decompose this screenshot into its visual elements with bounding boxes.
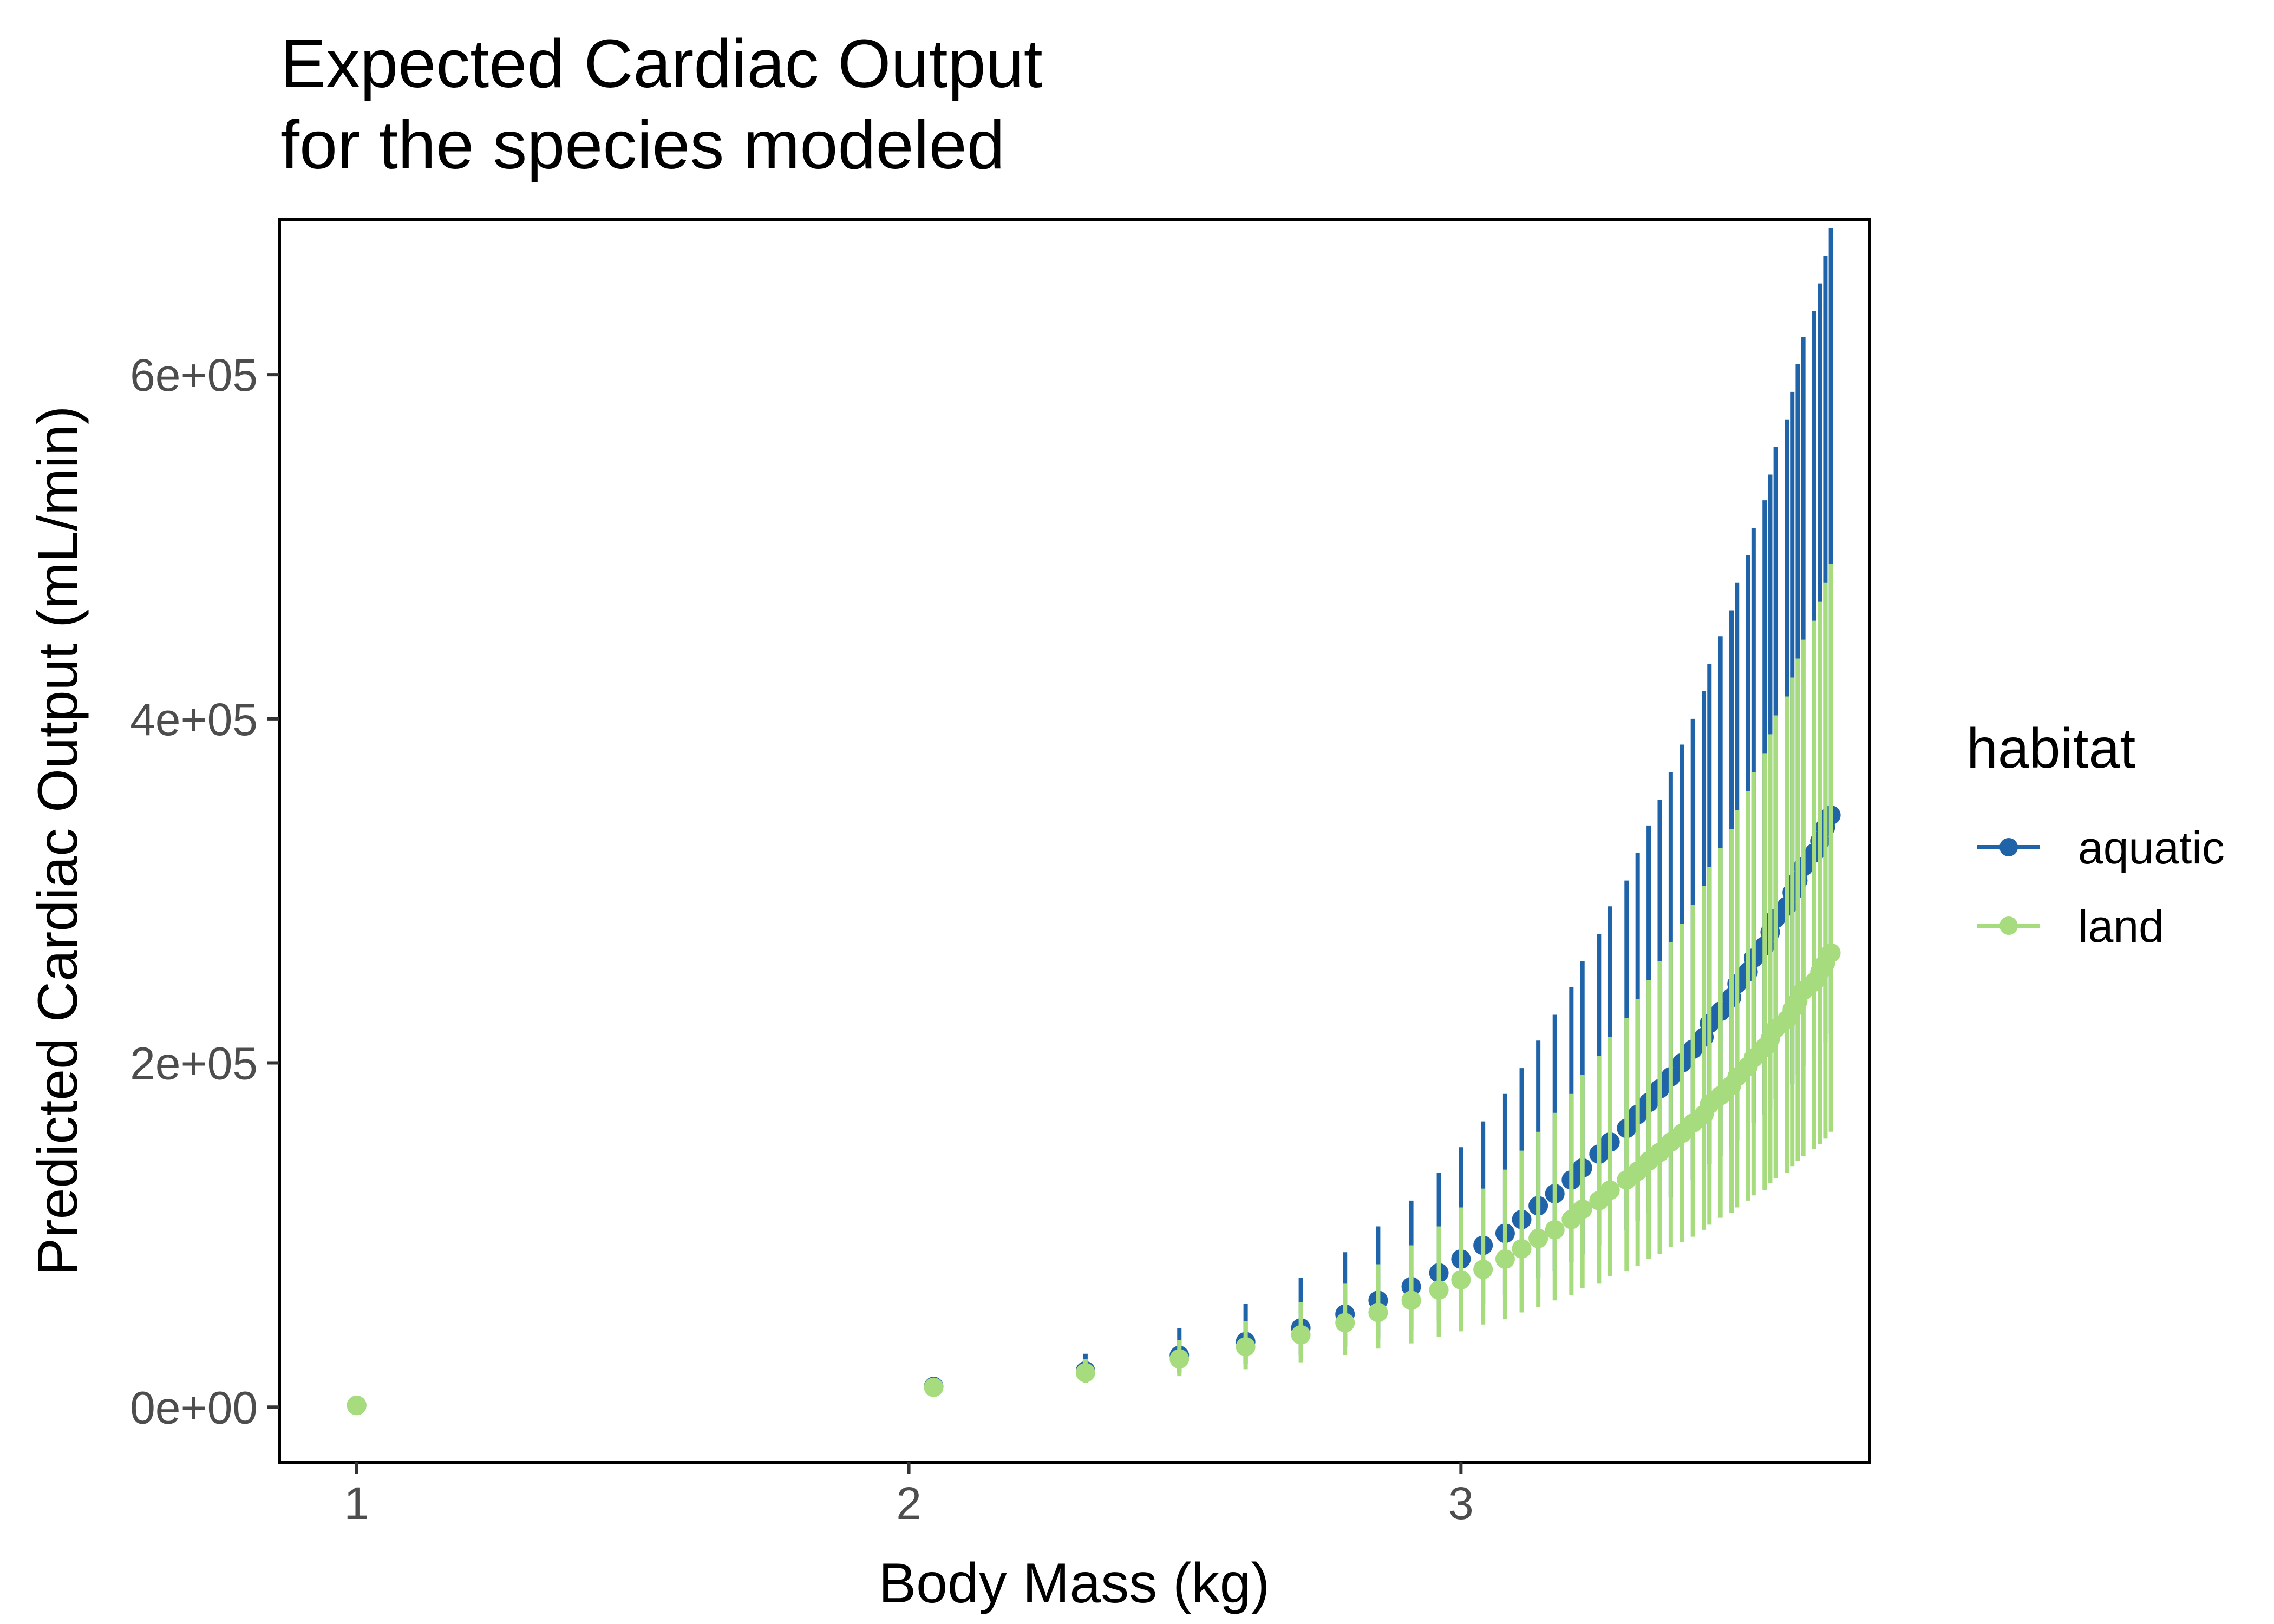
point-land-6	[1335, 1313, 1355, 1333]
chart-title-line-1: Expected Cardiac Output	[280, 25, 1043, 102]
legend-title: habitat	[1966, 717, 2135, 780]
point-land-7	[1368, 1302, 1388, 1322]
point-land-10	[1451, 1270, 1471, 1290]
chart-marks	[347, 228, 1841, 1416]
y-axis: 0e+00 2e+05 4e+05 6e+05	[130, 350, 279, 1433]
y-tick-label-1: 2e+05	[130, 1038, 258, 1089]
series-land	[347, 564, 1841, 1416]
point-land-13	[1512, 1239, 1532, 1259]
y-tick-label-2: 4e+05	[130, 694, 258, 745]
point-land-0	[347, 1396, 367, 1416]
point-land-8	[1401, 1291, 1421, 1311]
point-land-5	[1291, 1325, 1311, 1345]
legend-item-aquatic: aquatic	[1977, 822, 2225, 873]
point-land-3	[1169, 1349, 1190, 1369]
legend-key-land-point	[1999, 916, 2018, 935]
y-tick-label-0: 0e+00	[130, 1382, 258, 1433]
x-axis-title: Body Mass (kg)	[879, 1552, 1270, 1615]
point-land-4	[1236, 1337, 1256, 1357]
chart-title-line-2: for the species modeled	[280, 107, 1005, 183]
point-land-9	[1429, 1280, 1449, 1300]
x-tick-label-1: 2	[896, 1478, 922, 1529]
y-tick-label-3: 6e+05	[130, 350, 258, 401]
point-land-19	[1600, 1180, 1620, 1200]
point-land-2	[1075, 1363, 1095, 1383]
x-tick-label-0: 1	[344, 1478, 369, 1529]
point-land-11	[1473, 1259, 1493, 1279]
series-aquatic	[347, 228, 1841, 1416]
point-land-12	[1495, 1249, 1515, 1269]
point-land-1	[924, 1377, 944, 1397]
legend-item-land: land	[1977, 901, 2164, 952]
x-tick-label-2: 3	[1448, 1478, 1474, 1529]
point-land-17	[1572, 1199, 1592, 1219]
point-land-14	[1528, 1228, 1548, 1248]
legend-label-aquatic: aquatic	[2078, 822, 2225, 873]
legend: habitat aquatic land	[1966, 717, 2225, 952]
legend-label-land: land	[2078, 901, 2164, 952]
legend-key-aquatic-point	[1999, 838, 2018, 856]
point-land-15	[1545, 1220, 1565, 1240]
y-axis-title: Predicted Cardiac Output (mL/min)	[27, 406, 89, 1276]
point-land-44	[1821, 943, 1841, 963]
plot-panel-border	[278, 218, 1871, 1464]
x-axis: 1 2 3	[344, 1462, 1474, 1529]
